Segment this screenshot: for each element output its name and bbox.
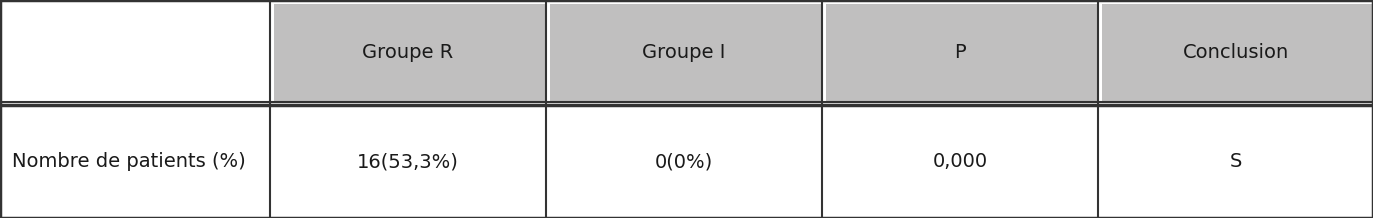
Text: S: S <box>1230 152 1243 171</box>
Bar <box>0 113 270 218</box>
Text: P: P <box>954 43 965 62</box>
Bar <box>546 113 822 218</box>
Bar <box>270 113 546 218</box>
Text: 0(0%): 0(0%) <box>655 152 713 171</box>
Bar <box>827 4 1098 101</box>
Bar <box>822 113 1098 218</box>
Text: Nombre de patients (%): Nombre de patients (%) <box>12 152 246 171</box>
Bar <box>1103 4 1373 101</box>
Bar <box>0 0 270 105</box>
Text: Groupe R: Groupe R <box>362 43 453 62</box>
Bar <box>1098 113 1373 218</box>
Bar <box>551 4 822 101</box>
Text: 0,000: 0,000 <box>932 152 987 171</box>
Text: Groupe I: Groupe I <box>643 43 726 62</box>
Text: 16(53,3%): 16(53,3%) <box>357 152 459 171</box>
Text: Conclusion: Conclusion <box>1184 43 1289 62</box>
Bar <box>275 4 546 101</box>
